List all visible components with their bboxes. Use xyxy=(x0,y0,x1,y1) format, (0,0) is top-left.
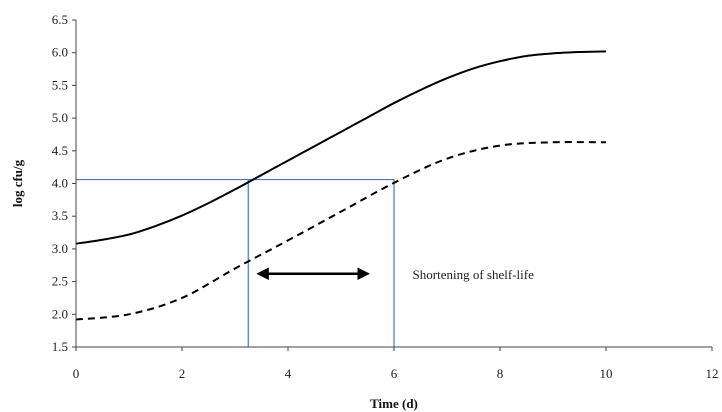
x-tick-label: 2 xyxy=(179,366,186,381)
x-tick-label: 8 xyxy=(497,366,504,381)
annotation-group: Shortening of shelf-life xyxy=(256,267,535,282)
x-tick-label: 6 xyxy=(391,366,398,381)
x-axis-title: Time (d) xyxy=(370,396,418,411)
y-tick-label: 2.5 xyxy=(52,274,68,289)
annotation-label: Shortening of shelf-life xyxy=(413,267,535,282)
y-tick-label: 3.0 xyxy=(52,241,68,256)
x-tick-label: 10 xyxy=(600,366,613,381)
x-tick-label: 0 xyxy=(73,366,80,381)
y-tick-label: 2.0 xyxy=(52,306,68,321)
y-axis-title: log cfu/g xyxy=(10,159,25,207)
axes: 1.5 2.0 2.5 3.0 3.5 4.0 4.5 5.0 5.5 6.0 6.5 0 2 4 6 8 10… xyxy=(52,12,719,381)
y-tick-label: 4.5 xyxy=(52,143,68,158)
y-tick-label: 5.0 xyxy=(52,110,68,125)
reference-lines xyxy=(76,178,395,347)
y-tick-label: 1.5 xyxy=(52,339,68,354)
series-line-dashed xyxy=(75,141,607,321)
series-line-solid xyxy=(75,50,607,245)
y-tick-label: 6.0 xyxy=(52,45,68,60)
y-tick-label: 4.0 xyxy=(52,176,68,191)
y-tick-label: 6.5 xyxy=(52,12,68,27)
x-tick-label: 12 xyxy=(706,366,719,381)
series-group xyxy=(75,50,607,321)
y-tick-label: 5.5 xyxy=(52,77,68,92)
x-tick-label: 4 xyxy=(285,366,292,381)
y-tick-label: 3.5 xyxy=(52,208,68,223)
